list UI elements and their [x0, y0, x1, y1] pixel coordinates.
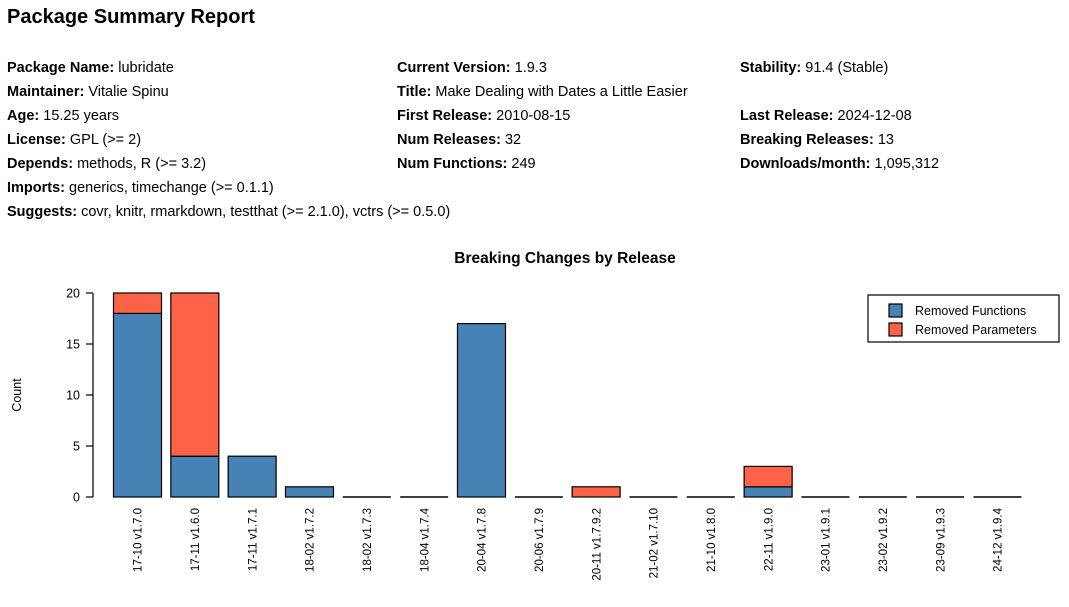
info-value: 91.4 (Stable) — [801, 60, 889, 76]
info-value: GPL (>= 2) — [65, 132, 142, 148]
bar-segment-functions — [170, 455, 220, 498]
info-item: Package Name: lubridate — [7, 56, 527, 80]
info-label: Package Name: — [7, 60, 115, 76]
info-label: Suggests: — [7, 204, 78, 220]
info-item: Current Version: 1.9.3 — [397, 56, 742, 80]
info-item: Num Releases: 32 — [397, 128, 742, 152]
info-value: methods, R (>= 3.2) — [73, 156, 207, 172]
x-tick-label: 24-12 v1.9.4 — [993, 507, 1005, 572]
info-item: First Release: 2010-08-15 — [397, 104, 742, 128]
bar-segment-functions — [743, 486, 793, 498]
chart-svg: Breaking Changes by Release Count 0 5 10 15 20… — [10, 250, 1060, 581]
x-tick-label: 17-11 v1.6.0 — [190, 508, 202, 571]
bar-segment-parameters — [571, 486, 621, 498]
info-label: Num Releases: — [397, 132, 501, 148]
info-label: First Release: — [397, 108, 493, 124]
info-item: Downloads/month: 1,095,312 — [740, 152, 1065, 176]
info-value: Make Dealing with Dates a Little Easier — [431, 84, 688, 100]
info-label: Maintainer: — [7, 84, 85, 100]
info-value: covr, knitr, rmarkdown, testthat (>= 2.1… — [77, 204, 451, 220]
info-value: 13 — [873, 132, 894, 148]
info-label: Stability: — [740, 60, 802, 76]
info-label: License: — [7, 132, 66, 148]
x-tick-label: 18-02 v1.7.3 — [362, 508, 374, 572]
info-item: Num Functions: 249 — [397, 152, 742, 176]
legend-label: Removed Parameters — [915, 323, 1037, 337]
chart-title: Breaking Changes by Release — [454, 250, 676, 267]
info-item: Suggests: covr, knitr, rmarkdown, testth… — [7, 200, 527, 224]
x-tick-label: 18-04 v1.7.4 — [419, 507, 431, 572]
legend-label: Removed Functions — [915, 304, 1026, 318]
y-tick-label: 5 — [73, 440, 80, 454]
bar-segment-functions — [284, 486, 335, 498]
legend-swatch — [888, 303, 903, 318]
info-label: Num Functions: — [397, 156, 508, 172]
info-item: Maintainer: Vitalie Spinu — [7, 80, 527, 104]
info-item: Age: 15.25 years — [7, 104, 527, 128]
info-value: generics, timechange (>= 0.1.1) — [65, 180, 274, 196]
info-label: Title: — [397, 84, 432, 100]
y-tick-label: 0 — [73, 491, 80, 505]
info-label: Breaking Releases: — [740, 132, 874, 148]
y-axis-label: Count — [10, 378, 24, 412]
bar-segment-functions — [112, 312, 163, 498]
info-item: Depends: methods, R (>= 3.2) — [7, 152, 527, 176]
x-tick-label: 17-11 v1.7.1 — [247, 508, 259, 571]
x-tick-label: 17-10 v1.7.0 — [133, 508, 145, 572]
y-tick-label: 15 — [66, 338, 80, 352]
legend-swatch — [888, 322, 903, 337]
y-tick-label: 10 — [66, 389, 80, 403]
info-value: 249 — [507, 156, 536, 172]
info-label: Depends: — [7, 156, 74, 172]
x-tick-label: 20-06 v1.7.9 — [534, 508, 546, 572]
x-tick-label: 18-02 v1.7.2 — [305, 508, 317, 572]
info-item: Title: Make Dealing with Dates a Little … — [397, 80, 742, 104]
info-value: 1,095,312 — [870, 156, 940, 172]
x-tick-label: 21-10 v1.8.0 — [706, 508, 718, 572]
info-value: 2010-08-15 — [492, 108, 571, 124]
info-item: Breaking Releases: 13 — [740, 128, 1065, 152]
info-label: Imports: — [7, 180, 65, 196]
info-label: Age: — [7, 108, 40, 124]
x-tick-label: 23-01 v1.9.1 — [821, 508, 833, 572]
info-column-left: Package Name: lubridate Maintainer: Vital… — [7, 56, 527, 224]
info-column-middle: Current Version: 1.9.3 Title: Make Dealin… — [397, 56, 742, 176]
info-item: Last Release: 2024-12-08 — [740, 104, 1065, 128]
bar-segment-functions — [227, 455, 277, 498]
x-tick-label: 20-04 v1.7.8 — [477, 508, 489, 572]
info-value: 2024-12-08 — [833, 108, 912, 124]
bar-segment-parameters — [170, 292, 220, 457]
info-label: Current Version: — [397, 60, 511, 76]
x-tick-label: 23-02 v1.9.2 — [878, 508, 890, 572]
x-tick-label: 21-02 v1.7.10 — [649, 508, 661, 578]
bar-segment-functions — [456, 322, 507, 498]
info-value: lubridate — [114, 60, 174, 76]
x-tick-label: 20-11 v1.7.9.2 — [591, 508, 603, 581]
info-item — [740, 80, 1065, 104]
info-value: 15.25 years — [39, 108, 120, 124]
x-tick-label: 22-11 v1.9.0 — [763, 508, 775, 571]
info-value: Vitalie Spinu — [84, 84, 169, 100]
info-value: 32 — [500, 132, 522, 148]
info-item: Stability: 91.4 (Stable) — [740, 56, 1065, 80]
info-label: Last Release: — [740, 108, 834, 124]
x-tick-label: 23-09 v1.9.3 — [935, 508, 947, 572]
y-tick-label: 20 — [66, 287, 80, 301]
info-item: Imports: generics, timechange (>= 0.1.1) — [7, 176, 527, 200]
info-item: License: GPL (>= 2) — [7, 128, 527, 152]
bar-segment-parameters — [743, 465, 793, 488]
info-value: 1.9.3 — [510, 60, 547, 76]
info-column-right: Stability: 91.4 (Stable) Last Release: 2… — [740, 56, 1065, 176]
info-label: Downloads/month: — [740, 156, 871, 172]
chart: Breaking Changes by Release Count 0 5 10 15 20… — [0, 240, 1069, 602]
page-title: Package Summary Report — [7, 6, 255, 28]
bar-segment-parameters — [112, 292, 163, 314]
